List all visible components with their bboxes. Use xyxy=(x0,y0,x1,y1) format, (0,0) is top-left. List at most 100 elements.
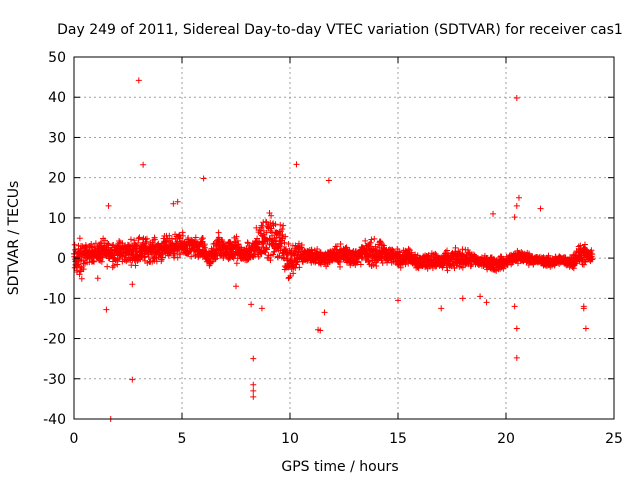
data-point xyxy=(317,249,324,256)
outlier-point xyxy=(321,309,328,316)
outlier-point xyxy=(483,299,490,306)
data-point xyxy=(389,247,396,254)
data-point xyxy=(459,264,466,271)
data-point xyxy=(179,232,186,239)
outlier-point xyxy=(513,202,520,209)
data-point xyxy=(143,235,150,242)
data-point xyxy=(266,210,273,217)
data-point xyxy=(97,240,104,247)
data-point xyxy=(232,238,239,245)
data-point xyxy=(127,236,134,243)
y-tick-label: 20 xyxy=(48,171,66,187)
data-point xyxy=(296,264,303,271)
y-tick-label: 40 xyxy=(48,90,66,106)
data-point xyxy=(174,254,181,261)
data-point xyxy=(373,263,380,270)
data-point xyxy=(136,234,143,241)
data-point xyxy=(452,244,459,251)
outlier-point xyxy=(250,381,257,388)
data-point xyxy=(581,258,588,265)
data-point xyxy=(101,237,108,244)
data-point xyxy=(277,243,284,250)
data-point xyxy=(290,270,297,277)
y-axis-title: SDTVAR / TECUs xyxy=(6,181,22,296)
data-point xyxy=(263,246,270,253)
data-point xyxy=(589,251,596,258)
outlier-point xyxy=(170,200,177,207)
x-tick-label: 10 xyxy=(281,431,299,447)
data-point xyxy=(76,271,83,278)
outlier-point xyxy=(233,283,239,290)
outlier-point xyxy=(477,293,484,300)
data-point xyxy=(358,255,365,262)
outlier-point xyxy=(537,205,544,212)
outlier-point xyxy=(200,175,207,182)
outlier-point xyxy=(513,325,520,332)
data-point xyxy=(104,263,111,270)
y-tick-label: 30 xyxy=(48,130,66,146)
data-point xyxy=(272,221,279,228)
y-tick-label: -40 xyxy=(43,412,66,428)
data-point xyxy=(198,239,205,246)
outlier-point xyxy=(250,387,257,394)
y-tick-label: -30 xyxy=(43,372,66,388)
outlier-point xyxy=(174,198,181,205)
data-point xyxy=(98,239,105,246)
x-tick-label: 25 xyxy=(605,431,623,447)
data-point xyxy=(279,250,286,257)
data-point xyxy=(233,233,240,240)
data-point xyxy=(337,263,344,270)
data-point xyxy=(570,265,577,272)
data-point xyxy=(298,241,305,248)
data-point xyxy=(279,235,286,242)
data-point xyxy=(362,237,369,244)
data-point xyxy=(366,258,373,265)
data-point xyxy=(143,238,150,245)
outlier-point xyxy=(438,305,445,312)
data-point xyxy=(491,266,498,273)
data-point xyxy=(377,238,384,245)
data-point xyxy=(111,262,118,269)
outlier-point xyxy=(258,305,265,312)
data-point xyxy=(444,267,451,274)
data-point xyxy=(109,264,116,271)
data-point xyxy=(263,229,270,236)
data-point xyxy=(123,258,130,265)
data-point xyxy=(545,252,552,259)
outlier-point xyxy=(129,281,136,288)
y-tick-label: 50 xyxy=(48,50,66,66)
data-point xyxy=(145,253,152,260)
outlier-point xyxy=(94,275,101,282)
data-point xyxy=(99,254,106,261)
outlier-point xyxy=(582,325,589,332)
data-point xyxy=(88,244,95,251)
outlier-point xyxy=(513,95,520,102)
data-point xyxy=(432,250,439,257)
data-point xyxy=(185,235,192,242)
data-point xyxy=(132,262,139,269)
data-point xyxy=(105,241,112,248)
data-point xyxy=(235,241,242,248)
outlier-point xyxy=(105,202,112,209)
y-tick-label: -10 xyxy=(43,291,66,307)
data-point xyxy=(368,236,375,243)
axis-ticks: 0 5 10 15 20 25 -40 -30 -20 -10 0 10 20 30 40 50 xyxy=(43,50,623,447)
plot-frame xyxy=(73,56,615,420)
data-point xyxy=(199,235,206,242)
data-point xyxy=(337,241,344,248)
data-point xyxy=(151,236,158,243)
data-point xyxy=(262,218,269,225)
data-point xyxy=(396,248,403,255)
data-point xyxy=(273,240,280,247)
data-point xyxy=(199,254,206,261)
data-point xyxy=(295,240,302,247)
outlier-point xyxy=(103,306,110,313)
outlier-point xyxy=(325,177,332,184)
data-point xyxy=(270,251,277,258)
outlier-point xyxy=(317,327,324,334)
x-tick-label: 20 xyxy=(497,431,515,447)
data-point xyxy=(367,239,374,246)
data-point xyxy=(293,261,300,268)
data-point xyxy=(443,247,450,254)
